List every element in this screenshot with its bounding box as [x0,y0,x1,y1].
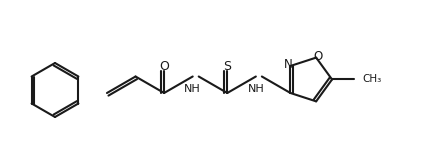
Text: NH: NH [184,83,201,93]
Text: NH: NH [247,83,264,93]
Text: CH₃: CH₃ [362,75,381,84]
Text: O: O [159,59,169,73]
Text: O: O [314,50,323,63]
Text: N: N [284,59,293,71]
Text: S: S [223,59,231,73]
